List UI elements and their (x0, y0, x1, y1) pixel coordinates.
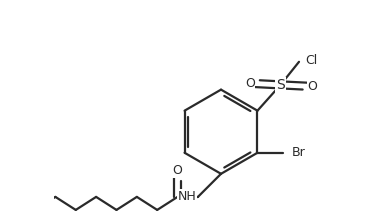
Text: Cl: Cl (305, 54, 317, 67)
Text: O: O (245, 77, 255, 90)
Text: S: S (276, 78, 285, 92)
Text: NH: NH (178, 190, 197, 203)
Text: O: O (308, 80, 318, 93)
Text: O: O (173, 164, 183, 177)
Text: Br: Br (291, 146, 305, 159)
